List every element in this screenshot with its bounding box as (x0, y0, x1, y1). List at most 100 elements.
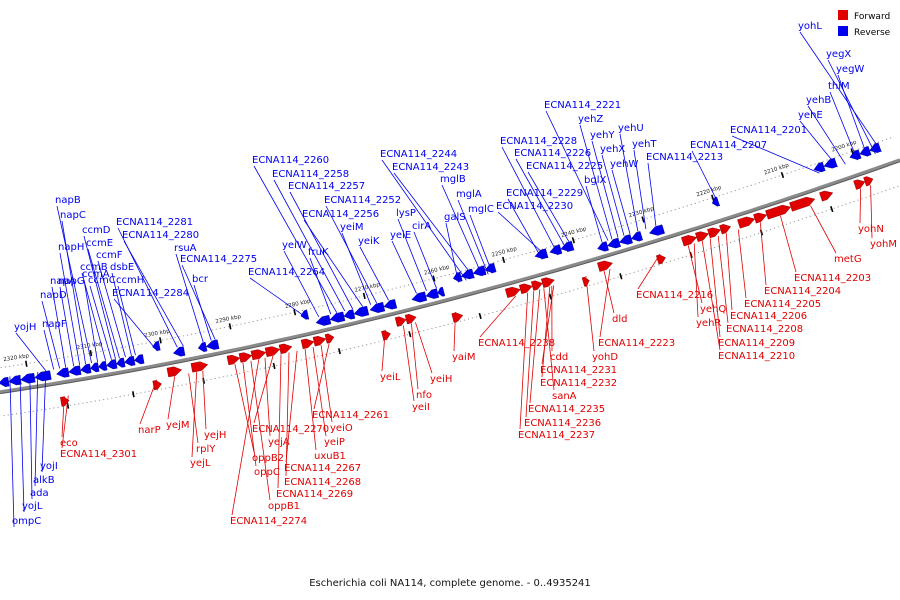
leader-alkb (34, 371, 39, 487)
reverse-gene-arrow (56, 367, 70, 378)
lower-guide (3, 184, 900, 417)
forward-gene-arrow (518, 283, 533, 295)
leader-yeik (359, 246, 389, 301)
tick-label: 2210 kbp (763, 163, 790, 177)
gene-label-ecna114-2221: ECNA114_2221 (544, 100, 621, 111)
lower-tick-mark (338, 348, 341, 355)
gene-label-ecna114-2252: ECNA114_2252 (324, 195, 401, 206)
lower-tick-mark (548, 293, 553, 300)
leader-yojl (19, 374, 25, 513)
reverse-gene-arrow (20, 372, 36, 384)
leader-mgla (457, 199, 489, 275)
forward-gene-arrow (504, 286, 521, 298)
gene-label-ecna114-2228: ECNA114_2228 (500, 136, 577, 147)
gene-label-ecna114-2230: ECNA114_2230 (496, 201, 573, 212)
reverse-gene-arrow (80, 363, 92, 374)
gene-label-ecna114-2243: ECNA114_2243 (392, 162, 469, 173)
leader-napa (51, 286, 67, 368)
leader-ecna114-2301 (61, 395, 69, 449)
leader-yegx (827, 59, 876, 154)
upper-tick-mark (228, 323, 232, 330)
forward-gene-arrow (264, 346, 281, 358)
gene-label-ccmh: ccmH (116, 275, 144, 286)
forward-gene-arrow (581, 276, 590, 287)
gene-label-yeiw: yeiW (282, 240, 307, 251)
leader-yoji (41, 370, 47, 473)
reverse-gene-arrow (197, 341, 208, 352)
gene-label-narp: narP (138, 425, 161, 436)
leader-yohl (799, 31, 882, 152)
reverse-gene-arrow (813, 161, 826, 173)
gene-label-ecna114-2236: ECNA114_2236 (524, 418, 601, 429)
forward-gene-arrow (597, 260, 613, 272)
gene-label-ecna114-2284: ECNA114_2284 (112, 288, 189, 299)
gene-label-yejh: yejH (204, 430, 226, 441)
gene-label-ccmd: ccmD (82, 225, 111, 236)
gene-label-ecna114-2231: ECNA114_2231 (540, 365, 617, 376)
leader-cira (413, 231, 437, 289)
leader-ecna114-2261 (313, 343, 330, 410)
leader-ccme (87, 248, 120, 359)
reverse-gene-arrow (300, 309, 310, 320)
reverse-gene-arrow (472, 265, 487, 277)
leader-ecna114-2280 (123, 240, 184, 347)
forward-gene-arrow (381, 330, 391, 341)
gene-label-yeht: yehT (632, 139, 657, 150)
reverse-gene-arrow (597, 241, 609, 252)
leader-fruk (309, 257, 332, 315)
lower-tick-mark (272, 362, 276, 370)
lower-tick-mark (830, 206, 834, 213)
gene-label-yojh: yojH (14, 322, 36, 333)
gene-label-ecna114-2229: ECNA114_2229 (506, 188, 583, 199)
leader-ecna114-2205 (737, 229, 747, 299)
upper-tick-mark (362, 292, 366, 300)
leader-ecna114-2210 (701, 240, 721, 351)
gene-label-sana: sanA (552, 391, 577, 402)
gene-label-ecna114-2244: ECNA114_2244 (380, 149, 457, 160)
forward-gene-arrow (737, 216, 756, 229)
gene-label-bglx: bglX (584, 175, 606, 186)
reverse-gene-arrow (172, 346, 186, 357)
forward-gene-arrow (451, 312, 464, 323)
leader-napd (41, 300, 61, 369)
leader-ecna114-2269 (277, 354, 282, 489)
leader-yeim (341, 232, 372, 305)
tick-label: 2300 kbp (144, 328, 171, 339)
gene-label-ecna114-2225: ECNA114_2225 (526, 161, 603, 172)
gene-label-ecna114-2237: ECNA114_2237 (518, 430, 595, 441)
leader-ecna114-2203 (780, 215, 797, 273)
reverse-gene-arrow (8, 375, 22, 386)
gene-label-thim: thiM (828, 81, 850, 92)
gene-label-alkb: alkB (33, 475, 55, 486)
tick-label: 2240 kbp (561, 226, 588, 239)
gene-label-ecna114-2258: ECNA114_2258 (272, 169, 349, 180)
gene-label-ecna114-2238: ECNA114_2238 (478, 338, 555, 349)
gene-label-yohd: yohD (592, 352, 618, 363)
reverse-gene-arrow (68, 365, 82, 376)
upper-tick-mark (159, 337, 162, 344)
leader-ccma (83, 279, 98, 363)
reverse-gene-arrow (329, 311, 346, 323)
gene-label-bcr: bcr (192, 274, 209, 285)
gene-label-ccmb: ccmB (80, 262, 108, 273)
gene-label-yohn: yohN (858, 224, 884, 235)
leader-lysp (397, 218, 427, 291)
leader-bglx (585, 185, 603, 243)
leader-ecna114-2207 (691, 150, 721, 207)
gene-label-yehy: yehY (590, 130, 615, 141)
reverse-gene-arrow (90, 362, 100, 373)
gene-label-ecna114-2213: ECNA114_2213 (646, 152, 723, 163)
leader-napg (59, 286, 75, 367)
gene-label-yohm: yohM (870, 239, 897, 250)
reverse-gene-arrow (460, 268, 475, 280)
reverse-gene-arrow (106, 359, 118, 370)
upper-tick-mark (502, 256, 506, 264)
leader-ecna114-2275 (181, 264, 216, 340)
gene-label-napg: napG (58, 276, 85, 287)
reverse-gene-arrow (205, 339, 220, 350)
forward-gene-arrow (863, 176, 874, 187)
gene-label-ecna114-2269: ECNA114_2269 (276, 489, 353, 500)
reverse-gene-arrow (484, 262, 497, 274)
